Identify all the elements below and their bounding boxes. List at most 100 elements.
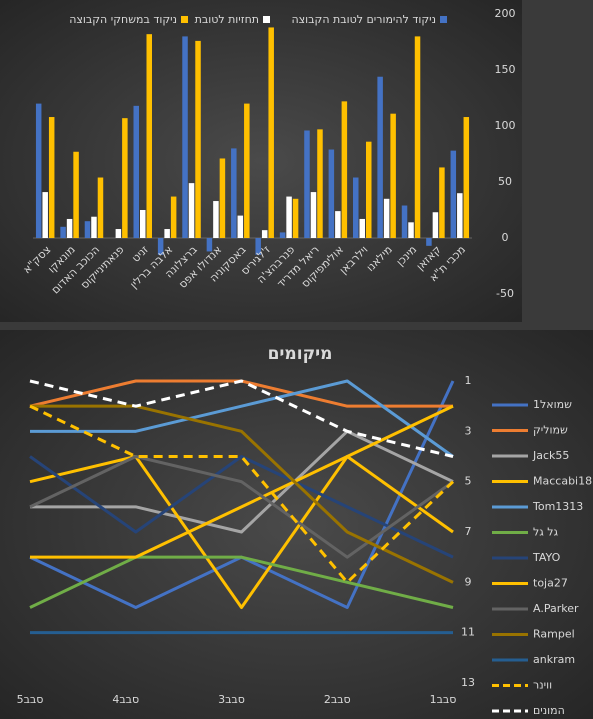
y-tick-label: 5 bbox=[465, 475, 472, 488]
bar bbox=[408, 222, 414, 238]
bar bbox=[426, 238, 432, 246]
chart-title: מיקומים bbox=[268, 344, 333, 364]
bar bbox=[188, 183, 195, 238]
y-tick-label: -50 bbox=[496, 287, 514, 300]
bar bbox=[133, 105, 139, 238]
bar bbox=[84, 221, 91, 238]
bar bbox=[164, 229, 170, 238]
y-tick-label: 1 bbox=[465, 374, 472, 387]
bar bbox=[414, 36, 421, 239]
bar bbox=[48, 117, 55, 238]
bar bbox=[268, 27, 274, 238]
bar bbox=[286, 196, 292, 238]
y-tick-label: 200 bbox=[495, 7, 516, 20]
bar bbox=[401, 205, 408, 238]
bar bbox=[237, 215, 244, 238]
bar bbox=[157, 238, 164, 255]
bar bbox=[206, 238, 213, 252]
bar bbox=[366, 141, 372, 238]
legend-label: שמוליק bbox=[533, 424, 568, 437]
bar bbox=[140, 210, 146, 238]
bar bbox=[97, 177, 104, 238]
legend-swatch bbox=[181, 16, 188, 23]
x-tick-label: סבב4 bbox=[112, 693, 139, 706]
bar bbox=[66, 218, 73, 238]
bar bbox=[341, 101, 348, 238]
legend-label: Tom1313 bbox=[532, 500, 583, 513]
series-line bbox=[29, 455, 454, 559]
legend-swatch bbox=[263, 16, 270, 23]
x-tick-label: סבב5 bbox=[17, 693, 44, 706]
x-tick-label: סבב1 bbox=[430, 693, 457, 706]
bar bbox=[353, 177, 359, 238]
bar bbox=[439, 167, 445, 238]
y-tick-label: 150 bbox=[495, 63, 516, 76]
legend-label: Rampel bbox=[533, 628, 575, 641]
bar bbox=[261, 230, 268, 238]
bar bbox=[335, 211, 341, 238]
series-line bbox=[29, 555, 454, 609]
x-tick-label: סבב2 bbox=[324, 693, 351, 706]
y-tick-label: 11 bbox=[461, 626, 475, 639]
bar bbox=[213, 201, 219, 238]
legend-label: TAYO bbox=[532, 551, 561, 564]
legend-label: ניקוד להימורים לטובת הקבוצה bbox=[291, 13, 436, 26]
y-tick-label: 0 bbox=[502, 231, 509, 244]
bar bbox=[304, 130, 310, 238]
legend-label: גל גל bbox=[533, 526, 559, 539]
series-line bbox=[29, 455, 454, 609]
legend-label: toja27 bbox=[533, 577, 568, 590]
legend-label: שמואל1 bbox=[533, 398, 572, 411]
bar bbox=[60, 226, 66, 238]
bar bbox=[463, 117, 470, 238]
bar bbox=[244, 103, 250, 238]
bar bbox=[73, 151, 79, 238]
y-tick-label: 50 bbox=[498, 175, 512, 188]
y-tick-label: 9 bbox=[465, 575, 472, 588]
legend-label: ניקוד במשחקי הקבוצה bbox=[69, 13, 177, 26]
y-tick-label: 100 bbox=[495, 119, 516, 132]
legend-label: Jack55 bbox=[532, 449, 569, 462]
bar bbox=[42, 192, 48, 238]
legend-label: Maccabi18 bbox=[533, 475, 592, 488]
bar bbox=[310, 192, 317, 238]
bar bbox=[195, 40, 201, 238]
bar bbox=[377, 76, 383, 238]
legend-label: המונים bbox=[533, 704, 565, 717]
top-panel bbox=[0, 0, 522, 322]
y-tick-label: 13 bbox=[461, 676, 475, 689]
bar bbox=[432, 212, 439, 238]
bar bbox=[219, 158, 226, 238]
series-line bbox=[29, 379, 454, 458]
bar bbox=[146, 34, 152, 238]
y-tick-label: 3 bbox=[465, 424, 472, 437]
bar bbox=[457, 193, 463, 238]
bar bbox=[292, 198, 299, 238]
legend-label: ווינר bbox=[533, 679, 552, 692]
bar bbox=[170, 196, 177, 238]
bar bbox=[390, 113, 396, 238]
bar bbox=[231, 148, 237, 238]
bar bbox=[115, 229, 122, 238]
bar bbox=[317, 129, 323, 238]
series-line bbox=[29, 404, 455, 584]
bar bbox=[255, 238, 261, 255]
bar bbox=[182, 36, 188, 239]
legend-label: A.Parker bbox=[533, 602, 579, 615]
y-tick-label: 7 bbox=[465, 525, 472, 538]
series-line bbox=[30, 379, 454, 458]
series-line bbox=[30, 404, 454, 559]
legend-label: ankram bbox=[533, 653, 575, 666]
bar bbox=[35, 103, 42, 238]
bar bbox=[279, 232, 286, 238]
bar bbox=[383, 198, 390, 238]
bar bbox=[91, 216, 97, 238]
x-tick-label: סבב3 bbox=[218, 693, 245, 706]
bar bbox=[359, 218, 365, 238]
series-line bbox=[29, 455, 454, 559]
legend-label: תחזיות לטובת bbox=[195, 13, 259, 26]
bar bbox=[328, 149, 335, 238]
legend-swatch bbox=[440, 16, 447, 23]
